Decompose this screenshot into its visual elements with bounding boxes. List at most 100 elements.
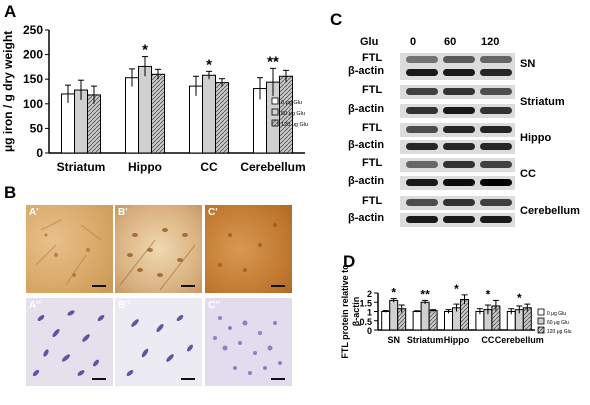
- wb-strip: [400, 123, 515, 137]
- wb-dose-label: 0: [410, 36, 417, 48]
- y-axis-label: FTL protein relative toβ-actin: [340, 264, 361, 359]
- bar: [412, 311, 422, 331]
- wb-band: [443, 143, 475, 150]
- scale-bar: [271, 378, 285, 380]
- wb-band: [406, 69, 438, 76]
- wb-strip: [400, 176, 515, 190]
- panel-label-a: A: [4, 2, 17, 21]
- wb-band: [406, 56, 438, 63]
- legend-swatch: [271, 97, 279, 105]
- y-axis-label: μg iron / g dry weight: [1, 31, 15, 152]
- wb-band: [480, 69, 512, 76]
- y-tick-label: 2: [367, 289, 372, 299]
- wb-strip: [400, 158, 515, 172]
- wb-strip: [400, 85, 515, 99]
- bar: [138, 65, 152, 154]
- category-label: Striatum: [57, 160, 106, 174]
- wb-band: [406, 143, 438, 150]
- wb-dose-label: 120: [481, 36, 500, 48]
- legend-swatch: [537, 326, 545, 334]
- category-label: Hippo: [128, 160, 162, 174]
- micrograph-label: A': [29, 207, 39, 218]
- significance-marker: *: [454, 282, 459, 296]
- bar: [444, 311, 453, 331]
- bar: [125, 77, 139, 154]
- wb-protein-label: β-actin: [348, 139, 385, 151]
- scale-bar: [92, 285, 106, 287]
- legend-label: 120 μg Glu: [281, 122, 308, 128]
- wb-protein-label: FTL: [362, 157, 383, 169]
- bar: [420, 301, 430, 331]
- y-tick-label: 0: [36, 146, 43, 160]
- wb-protein-label: β-actin: [348, 212, 385, 224]
- y-tick-label: 50: [30, 121, 44, 135]
- wb-strip: [400, 104, 515, 118]
- legend-label: 0 μg Glu: [281, 100, 302, 106]
- category-label: CC: [200, 160, 218, 174]
- wb-band: [406, 199, 438, 206]
- wb-protein-label: FTL: [362, 52, 383, 64]
- bar: [381, 311, 391, 331]
- wb-strip: [400, 53, 515, 67]
- category-label: Cerebellum: [495, 335, 544, 345]
- significance-marker: **: [267, 53, 279, 70]
- wb-band: [406, 126, 438, 133]
- wb-band: [480, 56, 512, 63]
- y-tick-label: 150: [23, 72, 43, 86]
- significance-marker: **: [420, 287, 430, 301]
- legend-label: 0 μg Glu: [547, 311, 566, 317]
- legend-label: 60 μg Glu: [281, 111, 305, 117]
- wb-protein-label: FTL: [362, 122, 383, 134]
- category-label: CC: [481, 335, 494, 345]
- bar: [215, 82, 229, 154]
- wb-region-label: Striatum: [520, 96, 565, 108]
- y-tick-label: 100: [23, 97, 43, 111]
- panel-label-c: C: [330, 10, 343, 29]
- micrograph-a-double-prime: A'': [26, 298, 113, 386]
- scale-bar: [92, 378, 106, 380]
- scale-bar: [181, 378, 195, 380]
- y-tick-label: 1: [367, 308, 372, 318]
- wb-band: [443, 161, 475, 168]
- wb-protein-label: β-actin: [348, 103, 385, 115]
- micrograph-b-double-prime: B'': [115, 298, 202, 386]
- y-tick-label: 0.5: [359, 317, 372, 327]
- wb-region-label: Hippo: [520, 132, 552, 144]
- micrograph-label: A'': [29, 300, 41, 311]
- wb-header-label: Glu: [360, 36, 379, 48]
- scale-bar: [181, 285, 195, 287]
- micrograph-label: B': [118, 207, 128, 218]
- wb-band: [443, 107, 475, 114]
- wb-band: [443, 199, 475, 206]
- wb-band: [406, 107, 438, 114]
- wb-strip: [400, 140, 515, 154]
- wb-band: [443, 88, 475, 95]
- wb-strip: [400, 213, 515, 227]
- wb-band: [443, 126, 475, 133]
- wb-dose-label: 60: [444, 36, 457, 48]
- micrograph-a-prime: A': [26, 205, 113, 293]
- bar: [389, 299, 399, 331]
- y-tick-label: 200: [23, 48, 43, 62]
- wb-protein-label: FTL: [362, 195, 383, 207]
- wb-region-label: Cerebellum: [520, 205, 580, 217]
- wb-band: [480, 161, 512, 168]
- y-tick-label: 250: [23, 23, 43, 37]
- western-blot: FTL β-actin SN FTL β-actin Striatum FTL β-actin…: [340, 50, 590, 230]
- wb-band: [480, 126, 512, 133]
- wb-band: [480, 199, 512, 206]
- micrograph-c-double-prime: C'': [205, 298, 292, 386]
- micrograph-label: B'': [118, 300, 130, 311]
- significance-marker: *: [142, 42, 148, 59]
- wb-band: [406, 216, 438, 223]
- wb-protein-label: FTL: [362, 84, 383, 96]
- wb-strip: [400, 66, 515, 80]
- wb-band: [406, 179, 438, 186]
- micrograph-label: C': [208, 207, 218, 218]
- significance-marker: *: [517, 291, 522, 305]
- wb-strip: [400, 196, 515, 210]
- micrograph-b-prime: B': [115, 205, 202, 293]
- legend-label: 120 μg Glu: [547, 329, 572, 335]
- wb-band: [480, 107, 512, 114]
- wb-region-label: CC: [520, 168, 536, 180]
